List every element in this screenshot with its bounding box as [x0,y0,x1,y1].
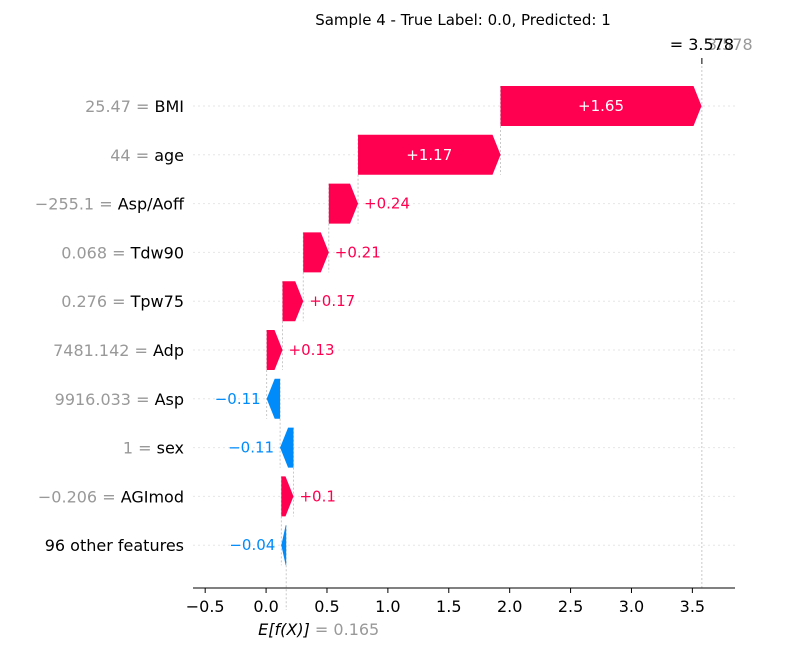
expected-value-label: E[f(X)] = 0.165 [258,620,379,639]
grid-layer [193,105,735,546]
x-tick-label: 1.5 [436,597,461,616]
feature-label: 0.276 = Tpw75 [61,292,184,311]
bar-asp [266,378,281,419]
feature-label: 9916.033 = Asp [55,390,184,409]
feature-name: Adp [153,341,184,360]
x-axis: −0.5 0.0 0.5 1.0 1.5 2.0 2.5 3.0 3.5 [186,587,735,616]
bar-tdw90 [303,232,329,273]
feature-name: Tpw75 [130,292,184,311]
x-tick-label: 0.0 [253,597,278,616]
feature-name: age [154,146,184,165]
x-tick-label: 3.5 [680,597,705,616]
output-annotation: 3.578= 3.578 [670,35,753,64]
feature-value: 0.068 = [61,243,130,262]
output-prefix-label: = 3.578 [670,35,734,54]
contribution-label: +0.13 [289,341,335,359]
feature-name: AGImod [121,487,184,506]
feature-value: 7481.142 = [53,341,153,360]
bar-age [358,134,501,175]
feature-name: Asp/Aoff [118,195,185,214]
feature-value: 44 = [110,146,154,165]
output-value-label: 3.578 [707,35,753,54]
feature-value: −255.1 = [35,195,118,214]
feature-name: sex [157,439,184,458]
feature-name: Asp [155,390,184,409]
label-layer: +1.65 25.47 = BMI +1.17 44 = age +0.24 −255.1… [35,97,624,555]
x-tick-label: 1.0 [375,597,400,616]
feature-label: −255.1 = Asp/Aoff [35,195,185,214]
chart-title: Sample 4 - True Label: 0.0, Predicted: 1 [315,11,611,29]
feature-label: 0.068 = Tdw90 [61,243,184,262]
feature-value: −0.206 = [38,487,121,506]
contribution-label: −0.11 [228,439,274,457]
feature-label: 96 other features [45,536,184,555]
contribution-label: +1.65 [578,97,624,115]
feature-label: 25.47 = BMI [85,97,184,116]
x-tick-label: 2.0 [497,597,522,616]
bar-layer [266,86,702,566]
bar-asp-aoff [328,183,359,224]
bar-agimod [281,476,294,517]
feature-value: 1 = [123,439,157,458]
expected-symbol: E[f(X)] [258,620,310,639]
feature-name: 96 other features [45,536,184,555]
x-tick-label: 3.0 [619,597,644,616]
base-value: = 0.165 [310,620,379,639]
feature-name: Tdw90 [130,243,184,262]
contribution-label: +0.21 [335,243,381,261]
bar-adp [266,330,283,370]
feature-value: 25.47 = [85,97,154,116]
contribution-label: +1.17 [406,146,452,164]
bar-bmi [500,86,702,126]
feature-value: 9916.033 = [55,390,155,409]
feature-label: 1 = sex [123,439,184,458]
x-tick-label: −0.5 [186,597,225,616]
feature-value: 0.276 = [61,292,130,311]
contribution-label: +0.17 [309,292,355,310]
feature-label: 7481.142 = Adp [53,341,184,360]
guide-layer [266,58,703,610]
x-tick-label: 2.5 [558,597,583,616]
x-tick-label: 0.5 [314,597,339,616]
contribution-label: +0.1 [299,487,335,505]
bar-tpw75 [282,281,304,322]
contribution-label: +0.24 [364,195,410,213]
bar-sex [280,427,294,468]
contribution-label: −0.04 [229,536,275,554]
bar-96-other-features [281,525,287,566]
base-annotation: E[f(X)] = 0.165 [258,620,379,639]
contribution-label: −0.11 [215,390,261,408]
feature-label: 44 = age [110,146,184,165]
feature-name: BMI [155,97,185,116]
feature-label: −0.206 = AGImod [38,487,184,506]
